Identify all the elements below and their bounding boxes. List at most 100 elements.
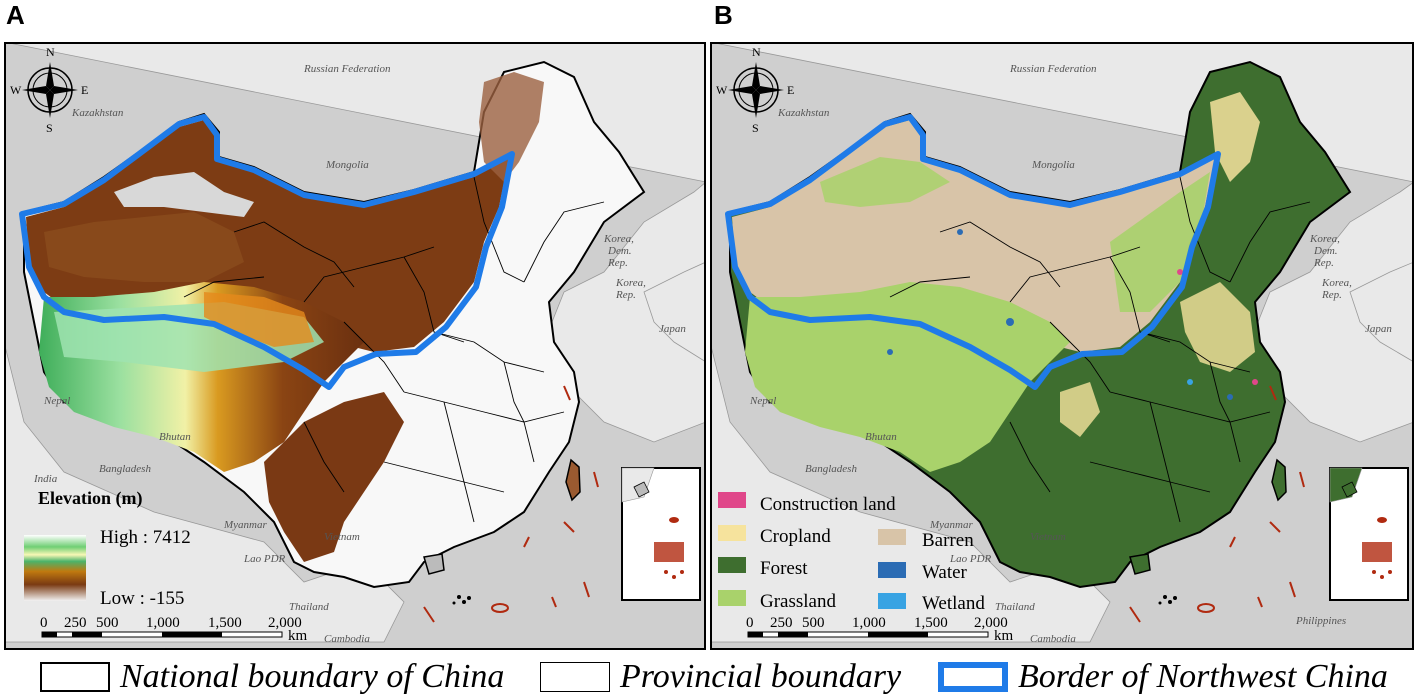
- legend-national: National boundary of China: [40, 655, 504, 699]
- scale-a-unit: km: [288, 628, 308, 644]
- landuse-map-panel: Russian Federation Kazakhstan Mongolia K…: [710, 42, 1414, 650]
- tarim-basin: [44, 212, 244, 282]
- scale-b-250: 250: [770, 615, 793, 631]
- northwest-border: [19, 114, 515, 390]
- elevation-legend-title: Elevation (m): [38, 488, 142, 509]
- label-lao: Lao PDR: [243, 553, 286, 565]
- scale-b-1000: 1,000: [852, 615, 886, 631]
- label-philippines: Philippines: [1295, 615, 1346, 627]
- label-nepal: Nepal: [43, 395, 70, 407]
- label-cambodia: Cambodia: [324, 633, 370, 645]
- legend-swatch-grassland: [718, 590, 746, 606]
- label-korea-rep-1: Korea,: [1321, 277, 1352, 289]
- legend-label-forest: Forest: [760, 558, 808, 579]
- scale-a-0: 0: [40, 615, 48, 631]
- plateau-orange: [204, 292, 314, 347]
- taiwan: [565, 458, 581, 502]
- label-bhutan: Bhutan: [159, 431, 191, 443]
- elevation-map-panel: Russian Federation Kazakhstan Mongolia K…: [4, 42, 706, 650]
- legend-label-barren: Barren: [922, 530, 974, 551]
- legend-label-construction: Construction land: [760, 494, 896, 515]
- scale-bar-a: [41, 631, 283, 638]
- legend-swatch-cropland: [718, 525, 746, 541]
- panel-label-b: B: [714, 0, 733, 30]
- label-nepal: Nepal: [749, 395, 776, 407]
- label-korea-dem-1: Korea,: [603, 233, 634, 245]
- japan-land: [1349, 261, 1414, 363]
- legend-northwest-label: Border of Northwest China: [1018, 658, 1388, 695]
- south-china-sea-islands: [1129, 385, 1305, 623]
- label-bangladesh: Bangladesh: [99, 463, 151, 475]
- label-korea-dem-3: Rep.: [607, 257, 628, 269]
- compass-n: N: [46, 45, 55, 59]
- compass-s: S: [752, 121, 759, 135]
- hainan: [1129, 553, 1151, 575]
- compass-rose-icon: [728, 62, 784, 118]
- label-cambodia: Cambodia: [1030, 633, 1076, 645]
- hainan: [423, 553, 445, 575]
- label-korea-rep-2: Rep.: [615, 289, 636, 301]
- cropland-sichuan: [1060, 382, 1100, 437]
- legend-swatch-water: [878, 562, 906, 578]
- northwest-border-swatch: [938, 662, 1008, 692]
- legend-label-water: Water: [922, 562, 968, 583]
- label-korea-dem-3: Rep.: [1313, 257, 1334, 269]
- provincial-boundaries: [889, 176, 1311, 523]
- plateau-grassland: [745, 282, 1070, 472]
- label-lao: Lao PDR: [949, 553, 992, 565]
- label-mongolia: Mongolia: [1031, 159, 1075, 171]
- label-japan: Japan: [659, 323, 686, 335]
- label-vietnam: Vietnam: [324, 531, 360, 543]
- compass-e: E: [81, 83, 88, 97]
- cropland-north-china: [1180, 282, 1255, 372]
- label-bhutan: Bhutan: [865, 431, 897, 443]
- south-china-sea-inset: [621, 467, 701, 601]
- legend-provincial: Provincial boundary: [540, 655, 901, 699]
- scale-a-250: 250: [64, 615, 87, 631]
- paracel-islands: [452, 595, 471, 605]
- south-china-sea-inset: [1329, 467, 1409, 601]
- elevation-legend-ramp: [24, 535, 86, 601]
- label-japan: Japan: [1365, 323, 1392, 335]
- scale-a-2000: 2,000: [268, 615, 302, 631]
- scale-b-unit: km: [994, 628, 1014, 644]
- label-bangladesh: Bangladesh: [805, 463, 857, 475]
- legend-label-cropland: Cropland: [760, 526, 831, 547]
- northeast-elevation: [479, 72, 544, 182]
- scale-b-2000: 2,000: [974, 615, 1008, 631]
- south-china-sea-islands: [423, 385, 599, 623]
- compass-e: E: [787, 83, 794, 97]
- legend-label-wetland: Wetland: [922, 593, 985, 614]
- legend-label-grassland: Grassland: [760, 591, 836, 612]
- legend-swatch-forest: [718, 557, 746, 573]
- japan-land: [643, 261, 706, 363]
- label-thailand: Thailand: [289, 601, 329, 613]
- northwest-grassland: [820, 157, 950, 207]
- northwest-border: [725, 114, 1221, 390]
- scale-a-1000: 1,000: [146, 615, 180, 631]
- label-mongolia: Mongolia: [325, 159, 369, 171]
- label-korea-dem-2: Dem.: [1313, 245, 1338, 257]
- compass-n: N: [752, 45, 761, 59]
- legend-provincial-label: Provincial boundary: [620, 658, 902, 695]
- label-korea-dem-2: Dem.: [607, 245, 632, 257]
- provincial-boundary-swatch: [540, 662, 610, 692]
- legend-swatch-barren: [878, 529, 906, 545]
- elevation-low-label: Low : -155: [100, 588, 184, 609]
- compass-w: W: [10, 83, 22, 97]
- label-korea-dem-1: Korea,: [1309, 233, 1340, 245]
- compass-s: S: [46, 121, 53, 135]
- label-russia: Russian Federation: [303, 63, 391, 75]
- legend-national-label: National boundary of China: [120, 658, 505, 695]
- legend-northwest: Border of Northwest China: [938, 655, 1388, 699]
- scale-bar-b: [747, 631, 989, 638]
- compass-rose-icon: [22, 62, 78, 118]
- water-bodies: [887, 229, 1258, 400]
- landuse-legend: Construction land Cropland Barren Forest…: [718, 492, 985, 614]
- cropland-ne: [1210, 92, 1260, 182]
- label-kazakhstan: Kazakhstan: [71, 107, 124, 119]
- taiwan: [1271, 458, 1287, 502]
- label-india: India: [33, 473, 58, 485]
- scale-a-1500: 1,500: [208, 615, 242, 631]
- compass-w: W: [716, 83, 728, 97]
